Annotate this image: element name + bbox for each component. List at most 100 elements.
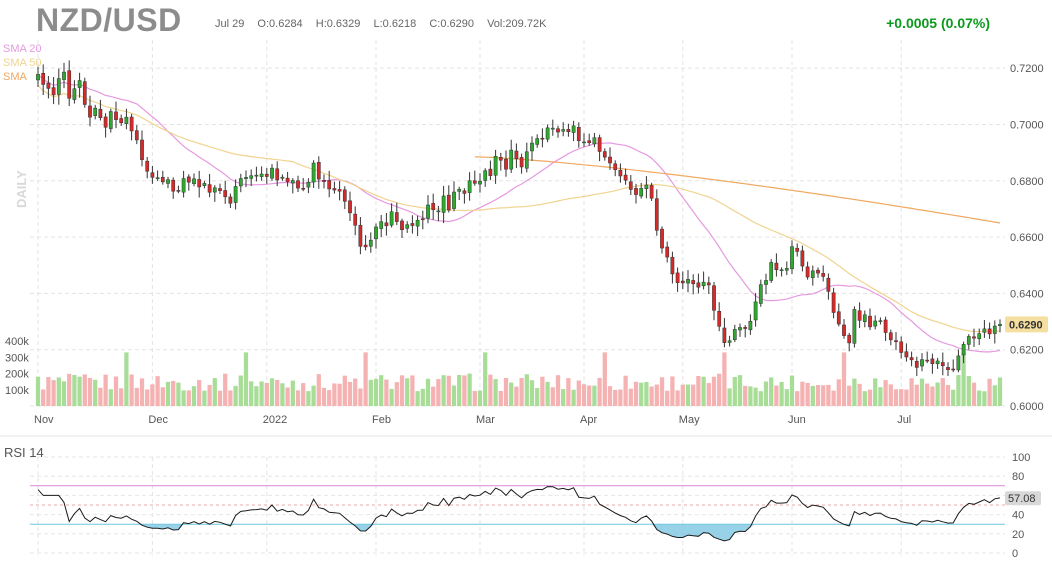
price-tick-label: 0.6400 [1010,288,1044,300]
candle-body [816,269,820,274]
volume-bar [992,385,997,406]
price-axes: 0.7200 0.7000 0.6800 0.6600 0.6400 0.6200 0.60… [5,63,1048,426]
candle-body [264,173,269,177]
candle-body [706,282,711,286]
candle-body [36,74,40,81]
candle-body [462,190,467,194]
volume-bar [353,378,358,406]
volume-bar [613,389,618,406]
candle-body [436,210,441,213]
volume-bar [587,385,592,406]
volume-bar [607,386,613,406]
volume-bar [233,385,238,406]
volume-bar [639,382,644,406]
candle-body [46,82,51,89]
candle-body [920,359,924,367]
candle-body [545,127,550,140]
volume-bar [420,388,425,406]
candle-body [259,173,264,177]
volume-bar [87,377,93,406]
volume-bar [618,389,623,406]
candle-body [712,285,716,311]
volume-bar [186,390,191,406]
candle-body [103,116,108,128]
candle-body [249,175,254,179]
candle-body [77,80,82,88]
volume-bar [571,389,576,406]
price-grid [0,40,1052,556]
volume-bar [966,375,971,406]
volume-bar [659,377,665,406]
candle-body [363,244,368,248]
candle-body [56,78,61,95]
candle-body [160,176,165,183]
volume-bar [35,376,41,406]
legend-sma-50[interactable]: SMA 50 [3,57,42,69]
low-value: L:0.6218 [373,18,417,30]
candle-body [987,328,992,335]
volume-bar [509,382,514,406]
volume-bar [431,386,436,406]
candle-body [644,184,649,190]
volume-bar [847,385,852,406]
volume-bar [379,375,384,406]
volume-bar [223,373,228,406]
candle-body [124,116,129,124]
candle-body [493,156,498,176]
candle-body [602,151,607,158]
candle-body [899,341,904,353]
volume-bar [867,389,873,406]
volume-bar [275,379,280,406]
candle-body [743,327,748,329]
candle-body [316,162,321,180]
candle-body [290,180,295,184]
volume-bar [290,380,295,406]
candle-body [140,139,144,160]
candle-body [998,324,1002,327]
volume-bar [425,378,431,406]
candle-body [410,223,415,226]
legend-sma-long[interactable]: SMA [3,71,27,83]
close-value: C:0.6290 [429,18,475,30]
volume-bar [155,376,160,406]
legend-sma-20[interactable]: SMA 20 [3,43,42,55]
volume-bar [540,376,545,406]
volume-bar [410,375,415,406]
candle-body [857,310,862,321]
candle-body [732,329,737,340]
candle-body [420,218,425,221]
candle-body [67,70,72,99]
volume-bar [763,381,769,406]
candle-body [306,181,311,188]
volume-bar [77,376,82,406]
volume-bar [852,378,857,406]
volume-bar [399,375,405,406]
volume-bar [462,375,467,406]
candle-body [654,198,659,231]
volume-bar [524,374,529,406]
volume-bar [951,389,956,406]
candle-body [930,358,935,365]
volume-bar [61,381,67,406]
volume-bar [717,373,722,406]
candle-body [888,332,893,341]
volume-bar [150,384,155,406]
candle-body [514,150,519,160]
candle-body [228,196,233,204]
candle-body [108,111,113,129]
candle-body [597,137,602,152]
candle-body [722,327,727,343]
volume-bar [108,389,113,406]
volume-bar [623,375,628,406]
candle-body [244,177,248,179]
candle-body [207,184,212,193]
candle-body [738,327,742,331]
rsi-value-label: 57.08 [1008,493,1036,505]
candle-body [337,189,342,192]
candle-body [582,141,586,144]
candle-body [966,336,971,345]
volume-bar [498,390,503,406]
sma-long-line [474,156,1001,224]
rsi-title: RSI 14 [4,445,44,460]
